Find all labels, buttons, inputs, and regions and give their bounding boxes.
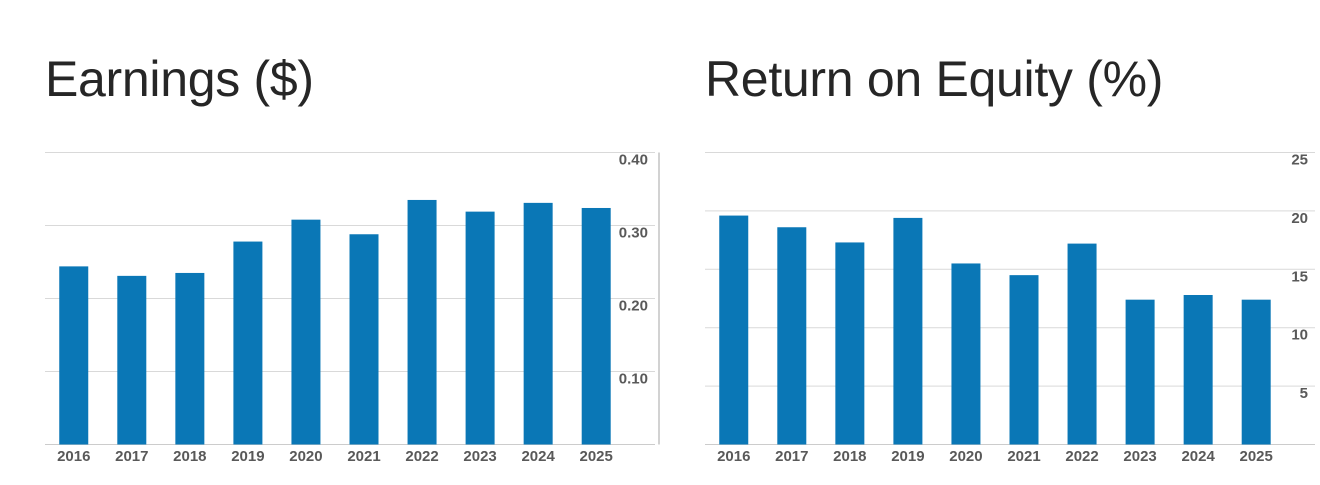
svg-text:0.10: 0.10 bbox=[619, 371, 648, 388]
svg-text:2021: 2021 bbox=[1007, 448, 1040, 465]
svg-text:2022: 2022 bbox=[1065, 448, 1098, 465]
svg-text:20: 20 bbox=[1291, 210, 1308, 227]
svg-text:2017: 2017 bbox=[775, 448, 808, 465]
svg-text:2018: 2018 bbox=[173, 448, 206, 465]
svg-text:0.40: 0.40 bbox=[619, 152, 648, 169]
svg-text:2016: 2016 bbox=[717, 448, 750, 465]
svg-text:2024: 2024 bbox=[521, 448, 555, 465]
svg-text:2022: 2022 bbox=[405, 448, 438, 465]
svg-text:2023: 2023 bbox=[463, 448, 496, 465]
svg-text:2020: 2020 bbox=[289, 448, 322, 465]
svg-text:10: 10 bbox=[1291, 327, 1308, 344]
svg-text:2024: 2024 bbox=[1181, 448, 1215, 465]
svg-text:2025: 2025 bbox=[580, 448, 613, 465]
svg-text:0.20: 0.20 bbox=[619, 298, 648, 315]
svg-text:0.30: 0.30 bbox=[619, 225, 648, 242]
svg-text:2023: 2023 bbox=[1123, 448, 1156, 465]
svg-text:2018: 2018 bbox=[833, 448, 866, 465]
svg-text:2021: 2021 bbox=[347, 448, 380, 465]
svg-text:2025: 2025 bbox=[1240, 448, 1273, 465]
svg-text:2019: 2019 bbox=[891, 448, 924, 465]
svg-text:25: 25 bbox=[1291, 152, 1308, 169]
svg-text:15: 15 bbox=[1291, 268, 1308, 285]
svg-text:2019: 2019 bbox=[231, 448, 264, 465]
svg-text:5: 5 bbox=[1300, 385, 1308, 402]
svg-text:2017: 2017 bbox=[115, 448, 148, 465]
svg-text:2020: 2020 bbox=[949, 448, 982, 465]
svg-text:2016: 2016 bbox=[57, 448, 90, 465]
